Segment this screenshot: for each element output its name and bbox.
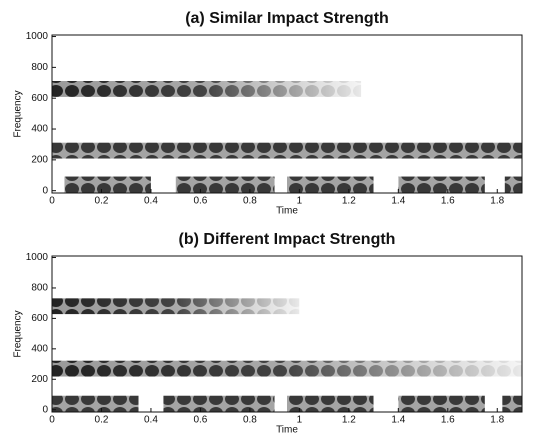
x-tick-label: 0.2 xyxy=(95,196,109,207)
x-tick-label: 1.4 xyxy=(391,415,405,426)
x-tick-label: 0.8 xyxy=(243,196,257,207)
x-tick-label: 0.2 xyxy=(95,415,109,426)
x-axis-label: Time xyxy=(276,206,298,217)
x-tick-label: 0 xyxy=(49,415,55,426)
y-tick-label: 800 xyxy=(31,283,48,294)
chart-title: (b) Different Impact Strength xyxy=(179,231,396,248)
spectral-band xyxy=(502,395,522,412)
y-tick-label: 600 xyxy=(31,93,48,104)
spectral-band xyxy=(287,395,374,412)
y-tick-label: 1000 xyxy=(26,252,49,263)
x-axis-label: Time xyxy=(276,425,298,434)
y-tick-label: 200 xyxy=(31,374,48,385)
y-tick-label: 1000 xyxy=(26,31,49,42)
spectral-band xyxy=(398,395,485,412)
x-tick-label: 1 xyxy=(297,415,303,426)
spectral-band xyxy=(64,176,151,193)
spectral-band xyxy=(52,360,522,377)
spectral-band xyxy=(287,176,374,193)
x-tick-label: 1.2 xyxy=(342,415,356,426)
x-tick-label: 0.8 xyxy=(243,415,257,426)
y-tick-label: 200 xyxy=(31,154,48,165)
y-tick-label: 600 xyxy=(31,313,48,324)
plot-frame xyxy=(51,34,523,194)
x-tick-label: 0.4 xyxy=(144,196,158,207)
spectral-band xyxy=(52,395,139,412)
x-tick-label: 1.2 xyxy=(342,196,356,207)
x-tick-label: 1.4 xyxy=(391,196,405,207)
plot-frame xyxy=(51,255,523,413)
y-axis-label: Frequency xyxy=(13,310,24,357)
x-tick-label: 0 xyxy=(49,196,55,207)
x-tick-label: 1.6 xyxy=(441,196,455,207)
x-tick-label: 1.6 xyxy=(441,415,455,426)
y-tick-label: 0 xyxy=(42,185,48,196)
spectral-band xyxy=(52,80,362,97)
y-tick-label: 400 xyxy=(31,124,48,135)
x-tick-label: 0.6 xyxy=(193,415,207,426)
x-tick-label: 0.4 xyxy=(144,415,158,426)
spectral-band xyxy=(163,395,275,412)
spectral-band xyxy=(175,176,275,193)
spectral-band xyxy=(398,176,485,193)
x-tick-label: 0.6 xyxy=(193,196,207,207)
y-axis-label: Frequency xyxy=(13,90,24,137)
x-tick-label: 1 xyxy=(297,196,303,207)
spectral-band xyxy=(504,176,522,193)
y-tick-label: 800 xyxy=(31,62,48,73)
chart-title: (a) Similar Impact Strength xyxy=(185,10,389,27)
spectral-band xyxy=(52,298,300,315)
x-tick-label: 1.8 xyxy=(490,196,504,207)
x-tick-label: 1.8 xyxy=(490,415,504,426)
y-tick-label: 400 xyxy=(31,343,48,354)
y-tick-label: 0 xyxy=(42,404,48,415)
spectral-band xyxy=(52,142,522,159)
